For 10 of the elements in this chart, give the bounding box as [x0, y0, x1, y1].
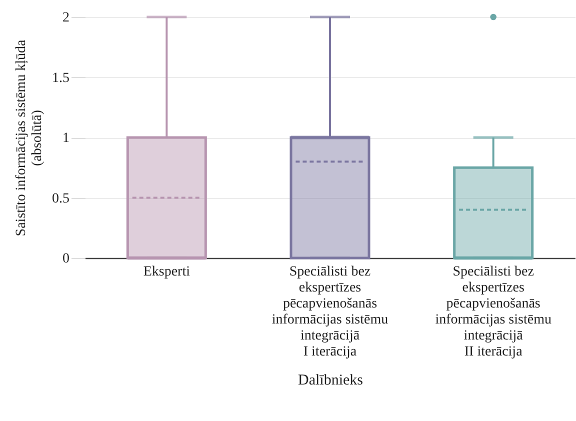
y-tick-label: 0.5	[52, 191, 70, 206]
y-axis-title: Saistīto informācijas sistēmu kļūda (absolūtā)	[14, 39, 45, 236]
y-tick-label: 2	[62, 10, 70, 26]
y-tick-label: 0	[62, 252, 70, 266]
x-tick-label: Eksperti	[143, 264, 190, 280]
x-tick-label: Speciālisti bez ekspertīzes pēcapvienošanās informācijas sistēmu integrācijā I iterācija	[272, 264, 388, 360]
y-tick-label: 1	[62, 131, 70, 146]
y-tick-label: 1.5	[52, 70, 70, 86]
x-axis-title: Dalībnieks	[298, 372, 364, 388]
x-tick-label: Speciālisti bez ekspertīzes pēcapvienošanās informācijas sistēmu integrācijā II iterācija	[435, 264, 552, 360]
